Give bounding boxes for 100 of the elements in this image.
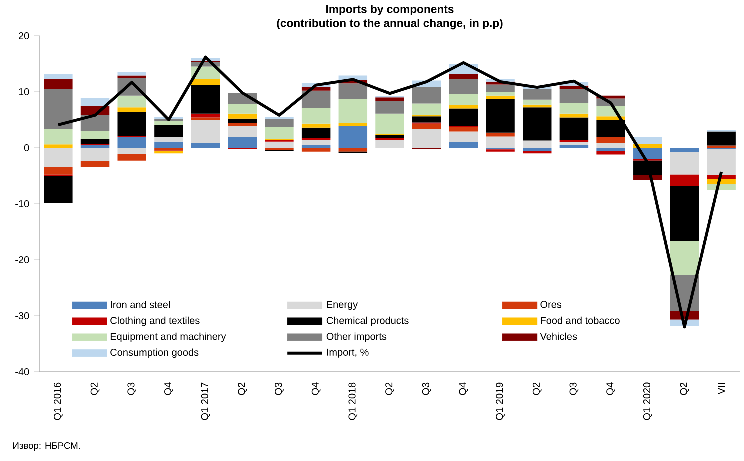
- x-tick-label: Q2: [680, 382, 690, 396]
- bar: [522, 108, 552, 141]
- x-tick-label: Q3: [570, 382, 579, 396]
- bar: [670, 242, 700, 276]
- bar: [118, 72, 146, 76]
- legend-label: Energy: [327, 301, 358, 310]
- bar: [376, 140, 404, 148]
- y-tick-label: -20: [16, 256, 30, 264]
- legend-label: Ores: [540, 301, 562, 308]
- bar: [302, 145, 331, 148]
- bar: [191, 114, 220, 118]
- bar: [449, 94, 478, 106]
- bar: [118, 137, 146, 148]
- x-tick-label: Q2: [532, 382, 542, 396]
- bar: [302, 90, 331, 108]
- bar: [191, 120, 220, 144]
- bar: [265, 142, 294, 148]
- bar: [118, 148, 146, 154]
- bar: [522, 89, 552, 100]
- x-tick-label: Q4: [312, 382, 321, 396]
- bar: [596, 120, 626, 138]
- bar: [634, 160, 662, 176]
- bar: [449, 132, 478, 142]
- bar: [118, 112, 146, 136]
- bar: [118, 96, 146, 108]
- bar: [596, 142, 626, 148]
- x-tick-label: Q2: [386, 382, 394, 396]
- bar: [560, 114, 589, 118]
- bar: [376, 98, 404, 101]
- bar: [154, 148, 184, 151]
- legend-label: Equipment and machinery: [110, 332, 226, 342]
- legend-label: Import, %: [327, 348, 369, 358]
- bar: [44, 176, 73, 204]
- bar: [191, 79, 220, 86]
- bar: [596, 148, 626, 152]
- line-series: [56, 56, 724, 329]
- bar: [486, 92, 515, 96]
- bar: [154, 151, 184, 154]
- bar: [560, 89, 589, 104]
- bar: [596, 137, 626, 143]
- bar: [670, 148, 700, 152]
- bar: [302, 128, 331, 138]
- bar: [486, 96, 515, 100]
- x-tick-label: Q3: [422, 382, 432, 396]
- bar: [522, 100, 552, 105]
- y-tick-label: 20: [18, 32, 30, 40]
- bar: [44, 148, 73, 168]
- bar: [338, 84, 368, 100]
- x-tick-label: Q2: [90, 382, 100, 396]
- x-tick-label: Q4: [459, 382, 468, 396]
- bar: [80, 145, 110, 148]
- bar: [449, 108, 478, 126]
- x-tick-label: Q3: [275, 382, 284, 396]
- bar: [670, 186, 700, 242]
- bar: [265, 127, 294, 140]
- bar: [44, 74, 73, 80]
- x-tick-label: Q1 2020: [643, 382, 652, 420]
- bar: [265, 119, 294, 128]
- bar: [486, 132, 515, 137]
- bar: [449, 79, 478, 94]
- bar: [154, 137, 184, 142]
- chart-title: Imports by components: [326, 4, 454, 16]
- bar: [80, 131, 110, 140]
- legend-label: Food and tobacco: [541, 316, 620, 324]
- bar: [154, 121, 184, 126]
- bar: [522, 148, 552, 152]
- x-tick-label: Q1 2018: [348, 382, 358, 420]
- x-tick-label: Q3: [128, 382, 137, 396]
- bar: [486, 136, 515, 148]
- bar: [412, 116, 442, 123]
- bar: [338, 148, 368, 152]
- y-tick-label: -30: [16, 312, 30, 320]
- bar: [265, 148, 294, 150]
- bar: [338, 99, 368, 124]
- legend-label: Iron and steel: [111, 301, 170, 308]
- bar: [596, 151, 626, 155]
- bar: [44, 89, 73, 129]
- bar: [118, 76, 146, 79]
- bar: [154, 142, 184, 148]
- bar: [670, 174, 700, 186]
- y-tick-label: -10: [16, 200, 30, 208]
- bar: [486, 99, 515, 133]
- bar: [634, 137, 662, 144]
- bar: [449, 74, 478, 80]
- x-tick-label: Q2: [238, 382, 248, 396]
- bar: [376, 100, 404, 114]
- bar: [707, 132, 736, 146]
- legend-label: Consumption goods: [110, 348, 199, 358]
- bar: [412, 88, 442, 104]
- bar: [560, 145, 589, 148]
- bar: [191, 144, 220, 148]
- bar: [228, 126, 258, 138]
- legend-label: Clothing and textiles: [110, 316, 200, 326]
- text: Извор: НБРСМ.: [13, 442, 80, 451]
- y-tick-label: 10: [19, 88, 30, 96]
- x-tick-label: Q4: [606, 382, 616, 396]
- bar: [338, 126, 368, 148]
- y-tick-label: 0: [24, 144, 30, 152]
- bar: [560, 118, 589, 140]
- bar: [118, 108, 146, 112]
